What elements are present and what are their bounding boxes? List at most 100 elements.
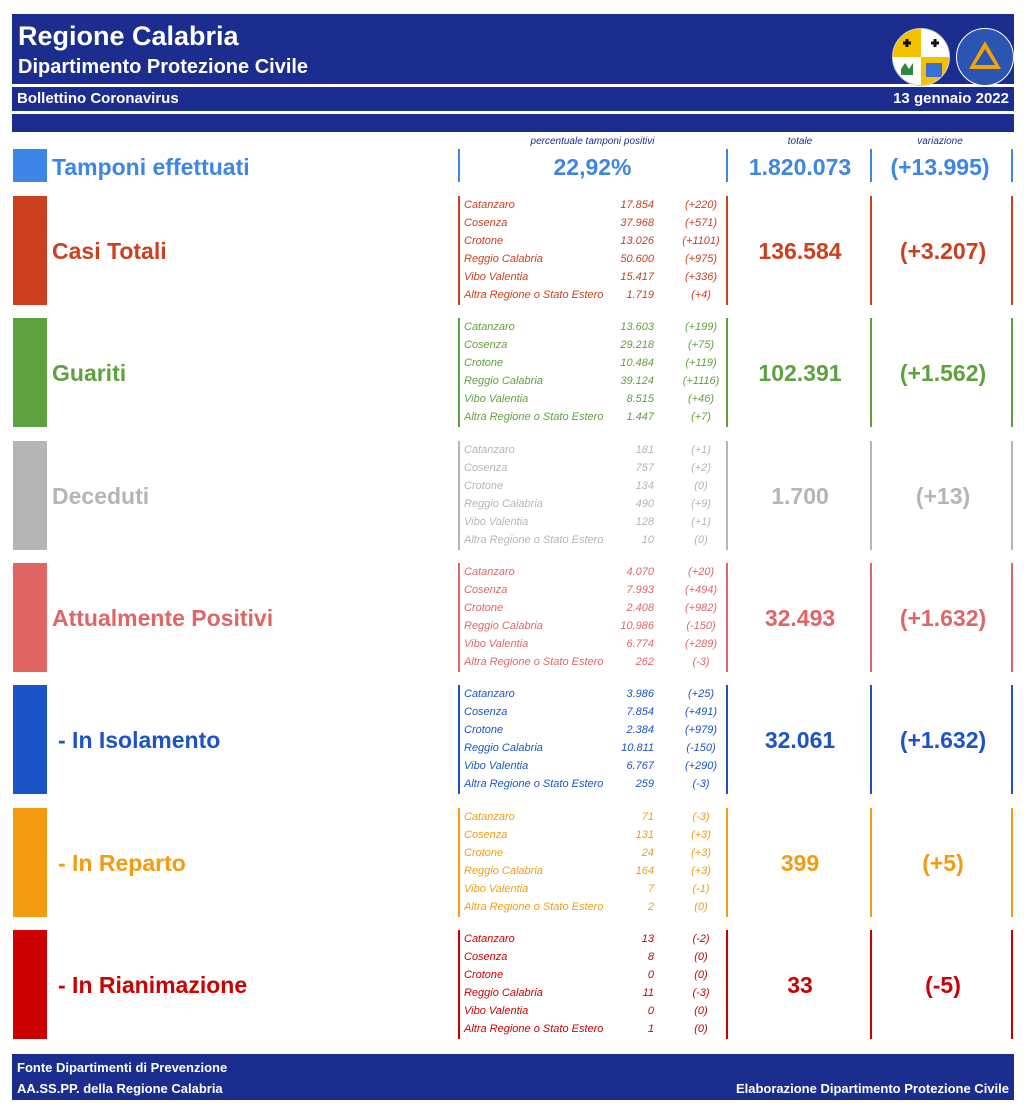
province-name: Crotone (464, 602, 504, 614)
in-reparto-color-block (13, 808, 47, 917)
province-value: 10.484 (620, 357, 654, 369)
attualmente-positivi-variation: (+1.632) (899, 605, 987, 631)
province-value: 13.603 (620, 321, 654, 333)
casi-totali-divider (1011, 196, 1013, 305)
province-value: 13.026 (620, 235, 654, 247)
province-name: Vibo Valentia (464, 1005, 529, 1017)
province-value: 8.515 (626, 393, 654, 405)
province-value: 13 (641, 933, 654, 945)
province-value: 17.854 (620, 199, 654, 211)
province-name: Crotone (464, 969, 504, 981)
province-delta: (+979) (684, 724, 718, 736)
province-name: Catanzaro (464, 321, 515, 333)
province-name: Reggio Calabria (464, 253, 543, 265)
in-isolamento-divider (1011, 685, 1013, 794)
province-name: Reggio Calabria (464, 620, 543, 632)
province-value: 0 (647, 1005, 654, 1017)
province-delta: (0) (694, 951, 708, 963)
province-name: Cosenza (464, 829, 508, 841)
tamponi-variation: (+13.995) (890, 154, 990, 180)
in-rianimazione-total: 33 (787, 972, 813, 998)
province-delta: (+3) (691, 829, 711, 841)
department-subtitle: Dipartimento Protezione Civile (18, 56, 309, 78)
province-value: 7.854 (626, 706, 654, 718)
province-value: 3.986 (626, 688, 654, 700)
in-rianimazione-color-block (13, 930, 47, 1039)
casi-totali-divider (870, 196, 872, 305)
province-value: 128 (635, 516, 654, 528)
bulletin-bar: Bollettino Coronavirus 13 gennaio 2022 (12, 87, 1014, 111)
province-name: Crotone (464, 724, 504, 736)
in-reparto-total: 399 (780, 850, 820, 876)
casi-totali-variation: (+3.207) (899, 238, 987, 264)
pct-column-header: percentuale tamponi positivi (530, 136, 655, 147)
regione-calabria-logo (892, 28, 950, 86)
province-delta: (+982) (684, 602, 718, 614)
province-delta: (+3) (691, 847, 711, 859)
variation-column-header: variazione (917, 136, 963, 147)
province-name: Vibo Valentia (464, 760, 529, 772)
bulletin-title: Bollettino Coronavirus (17, 90, 179, 107)
province-delta: (+1116) (682, 375, 720, 387)
province-delta: (+20) (688, 566, 714, 578)
province-delta: (+220) (684, 199, 718, 211)
province-value: 164 (635, 865, 654, 877)
province-name: Catanzaro (464, 566, 515, 578)
in-reparto-variation: (+5) (922, 850, 964, 876)
tamponi-divider (1011, 149, 1013, 182)
province-name: Reggio Calabria (464, 987, 543, 999)
attualmente-positivi-divider (1011, 563, 1013, 672)
province-value: 757 (635, 462, 654, 474)
footer-source-line2: AA.SS.PP. della Regione Calabria (17, 1081, 223, 1096)
tamponi-divider (726, 149, 728, 182)
province-value: 8 (647, 951, 654, 963)
protezione-civile-logo (956, 28, 1014, 86)
province-name: Vibo Valentia (464, 883, 529, 895)
province-delta: (0) (694, 1005, 708, 1017)
guariti-color-block (13, 318, 47, 427)
casi-totali-total: 136.584 (758, 238, 842, 264)
deceduti-divider (458, 441, 460, 550)
in-rianimazione-divider (870, 930, 872, 1039)
tamponi-total: 1.820.073 (748, 154, 852, 180)
province-name: Cosenza (464, 339, 508, 351)
province-value: 10 (641, 534, 654, 546)
attualmente-positivi-divider (726, 563, 728, 672)
province-value: 259 (635, 778, 654, 790)
province-value: 1.447 (626, 411, 654, 423)
province-name: Reggio Calabria (464, 498, 543, 510)
in-reparto-divider (726, 808, 728, 917)
province-delta: (0) (694, 1023, 708, 1035)
casi-totali-divider (726, 196, 728, 305)
province-name: Cosenza (464, 217, 508, 229)
province-name: Reggio Calabria (464, 865, 543, 877)
footer-credit: Elaborazione Dipartimento Protezione Civ… (735, 1081, 1009, 1096)
province-name: Catanzaro (464, 933, 515, 945)
deceduti-divider (1011, 441, 1013, 550)
province-value: 7 (647, 883, 654, 895)
province-delta: (0) (694, 480, 708, 492)
province-value: 131 (635, 829, 654, 841)
province-name: Crotone (464, 235, 504, 247)
province-name: Crotone (464, 357, 504, 369)
total-column-header: totale (787, 136, 813, 147)
province-value: 10.811 (621, 742, 654, 754)
province-name: Catanzaro (464, 811, 515, 823)
guariti-total: 102.391 (758, 360, 842, 386)
province-value: 181 (635, 444, 654, 456)
in-rianimazione-divider (458, 930, 460, 1039)
region-title: Regione Calabria (18, 21, 239, 51)
in-isolamento-divider (458, 685, 460, 794)
deceduti-label: Deceduti (52, 483, 150, 509)
province-delta: (-3) (692, 987, 710, 999)
province-value: 134 (635, 480, 654, 492)
guariti-label: Guariti (52, 360, 127, 386)
province-name: Altra Regione o Stato Estero (464, 534, 604, 546)
in-rianimazione-variation: (-5) (925, 972, 961, 998)
header-banner: Regione Calabria Dipartimento Protezione… (12, 14, 1014, 86)
province-delta: (+25) (688, 688, 714, 700)
province-value: 262 (635, 656, 654, 668)
deceduti-color-block (13, 441, 47, 550)
province-value: 37.968 (620, 217, 654, 229)
in-isolamento-divider (870, 685, 872, 794)
